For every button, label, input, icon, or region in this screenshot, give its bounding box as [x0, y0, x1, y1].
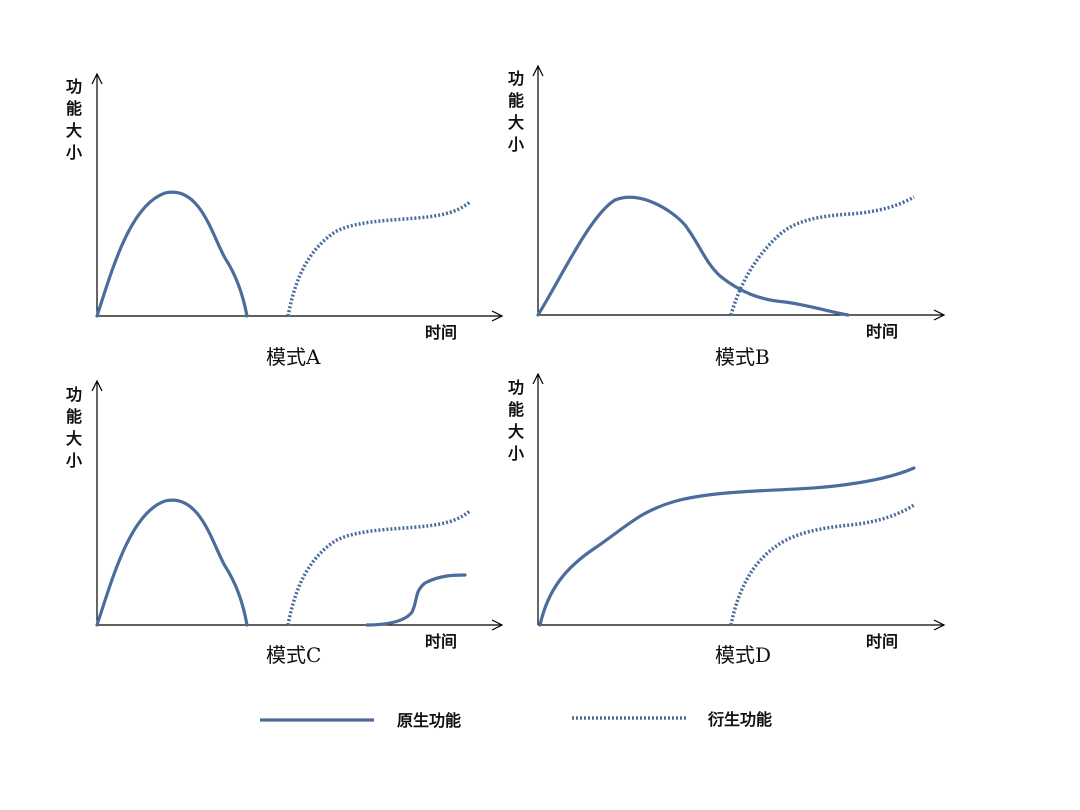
derived-function-curve — [286, 200, 472, 317]
native-function-curve — [538, 466, 916, 627]
legend: 原生功能 衍生功能 — [260, 710, 772, 730]
y-axis-label-char: 大 — [508, 422, 524, 441]
derived-function-curve — [729, 503, 915, 626]
y-axis-label-char: 小 — [66, 451, 82, 470]
y-axis-arrowhead — [532, 372, 544, 385]
y-axis-label-char: 小 — [508, 444, 524, 463]
x-axis-label: 时间 — [866, 632, 898, 651]
x-axis-arrowhead — [491, 619, 504, 631]
y-axis-label-char: 小 — [508, 135, 524, 154]
y-axis-label-char: 小 — [66, 143, 82, 162]
y-axis-label-char: 大 — [66, 429, 82, 448]
y-axis-label-char: 能 — [508, 91, 524, 110]
native-function-curve — [95, 498, 249, 627]
native-function-curve — [536, 195, 850, 317]
y-axis-label-char: 能 — [66, 99, 82, 118]
x-axis-arrowhead — [933, 309, 946, 321]
x-axis-arrowhead — [933, 619, 946, 631]
y-axis-label-char: 功 — [66, 385, 82, 404]
y-axis-label-char: 大 — [66, 121, 82, 140]
y-axis-arrowhead — [91, 72, 103, 85]
panel-title: 模式C — [266, 643, 321, 667]
y-axis-label-char: 能 — [66, 407, 82, 426]
y-axis-arrowhead — [532, 64, 544, 77]
panel-title: 模式D — [715, 643, 771, 667]
y-axis-label-char: 功 — [508, 378, 524, 397]
derived-function-curve — [729, 195, 915, 316]
x-axis-label: 时间 — [425, 632, 457, 651]
y-axis-arrowhead — [91, 379, 103, 392]
panel-title: 模式B — [715, 345, 770, 369]
panel-c: 功 能 大 小 时间 模式C — [66, 379, 504, 667]
legend-derived-function-label: 衍生功能 — [707, 710, 772, 729]
panel-d: 功 能 大 小 时间 模式D — [508, 372, 946, 667]
y-axis-label-char: 能 — [508, 400, 524, 419]
panel-a: 功 能 大 小 时间 模式A — [66, 72, 504, 369]
x-axis-label: 时间 — [866, 322, 898, 341]
x-axis-label: 时间 — [425, 323, 457, 342]
panel-title: 模式A — [266, 345, 321, 369]
y-axis-label-char: 大 — [508, 113, 524, 132]
native-function-curve — [95, 190, 249, 318]
x-axis-arrowhead — [491, 310, 504, 322]
second-native-function-curve — [365, 573, 467, 627]
y-axis-label-char: 功 — [508, 69, 524, 88]
y-axis-label-char: 功 — [66, 77, 82, 96]
derived-function-curve — [286, 509, 472, 626]
panel-b: 功 能 大 小 时间 模式B — [508, 64, 946, 369]
legend-native-function-label: 原生功能 — [397, 711, 461, 730]
